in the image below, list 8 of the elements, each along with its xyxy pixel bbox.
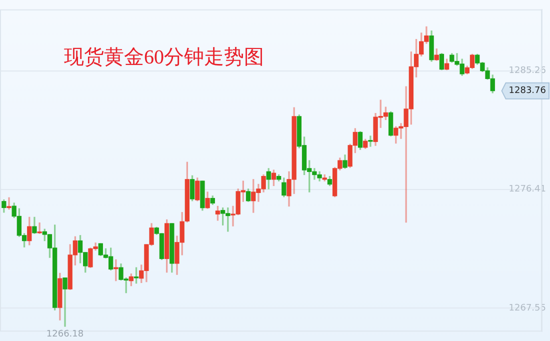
candlestick [6, 197, 12, 210]
candlestick [37, 222, 42, 234]
candlestick [62, 278, 68, 327]
annotation: 1266.18 [46, 330, 84, 340]
candlestick [368, 136, 373, 147]
text: 现货黄金60分钟走势图 [64, 46, 264, 68]
text: 1283.76 [508, 86, 546, 96]
y-tick-label: 1276.41 [508, 184, 546, 195]
